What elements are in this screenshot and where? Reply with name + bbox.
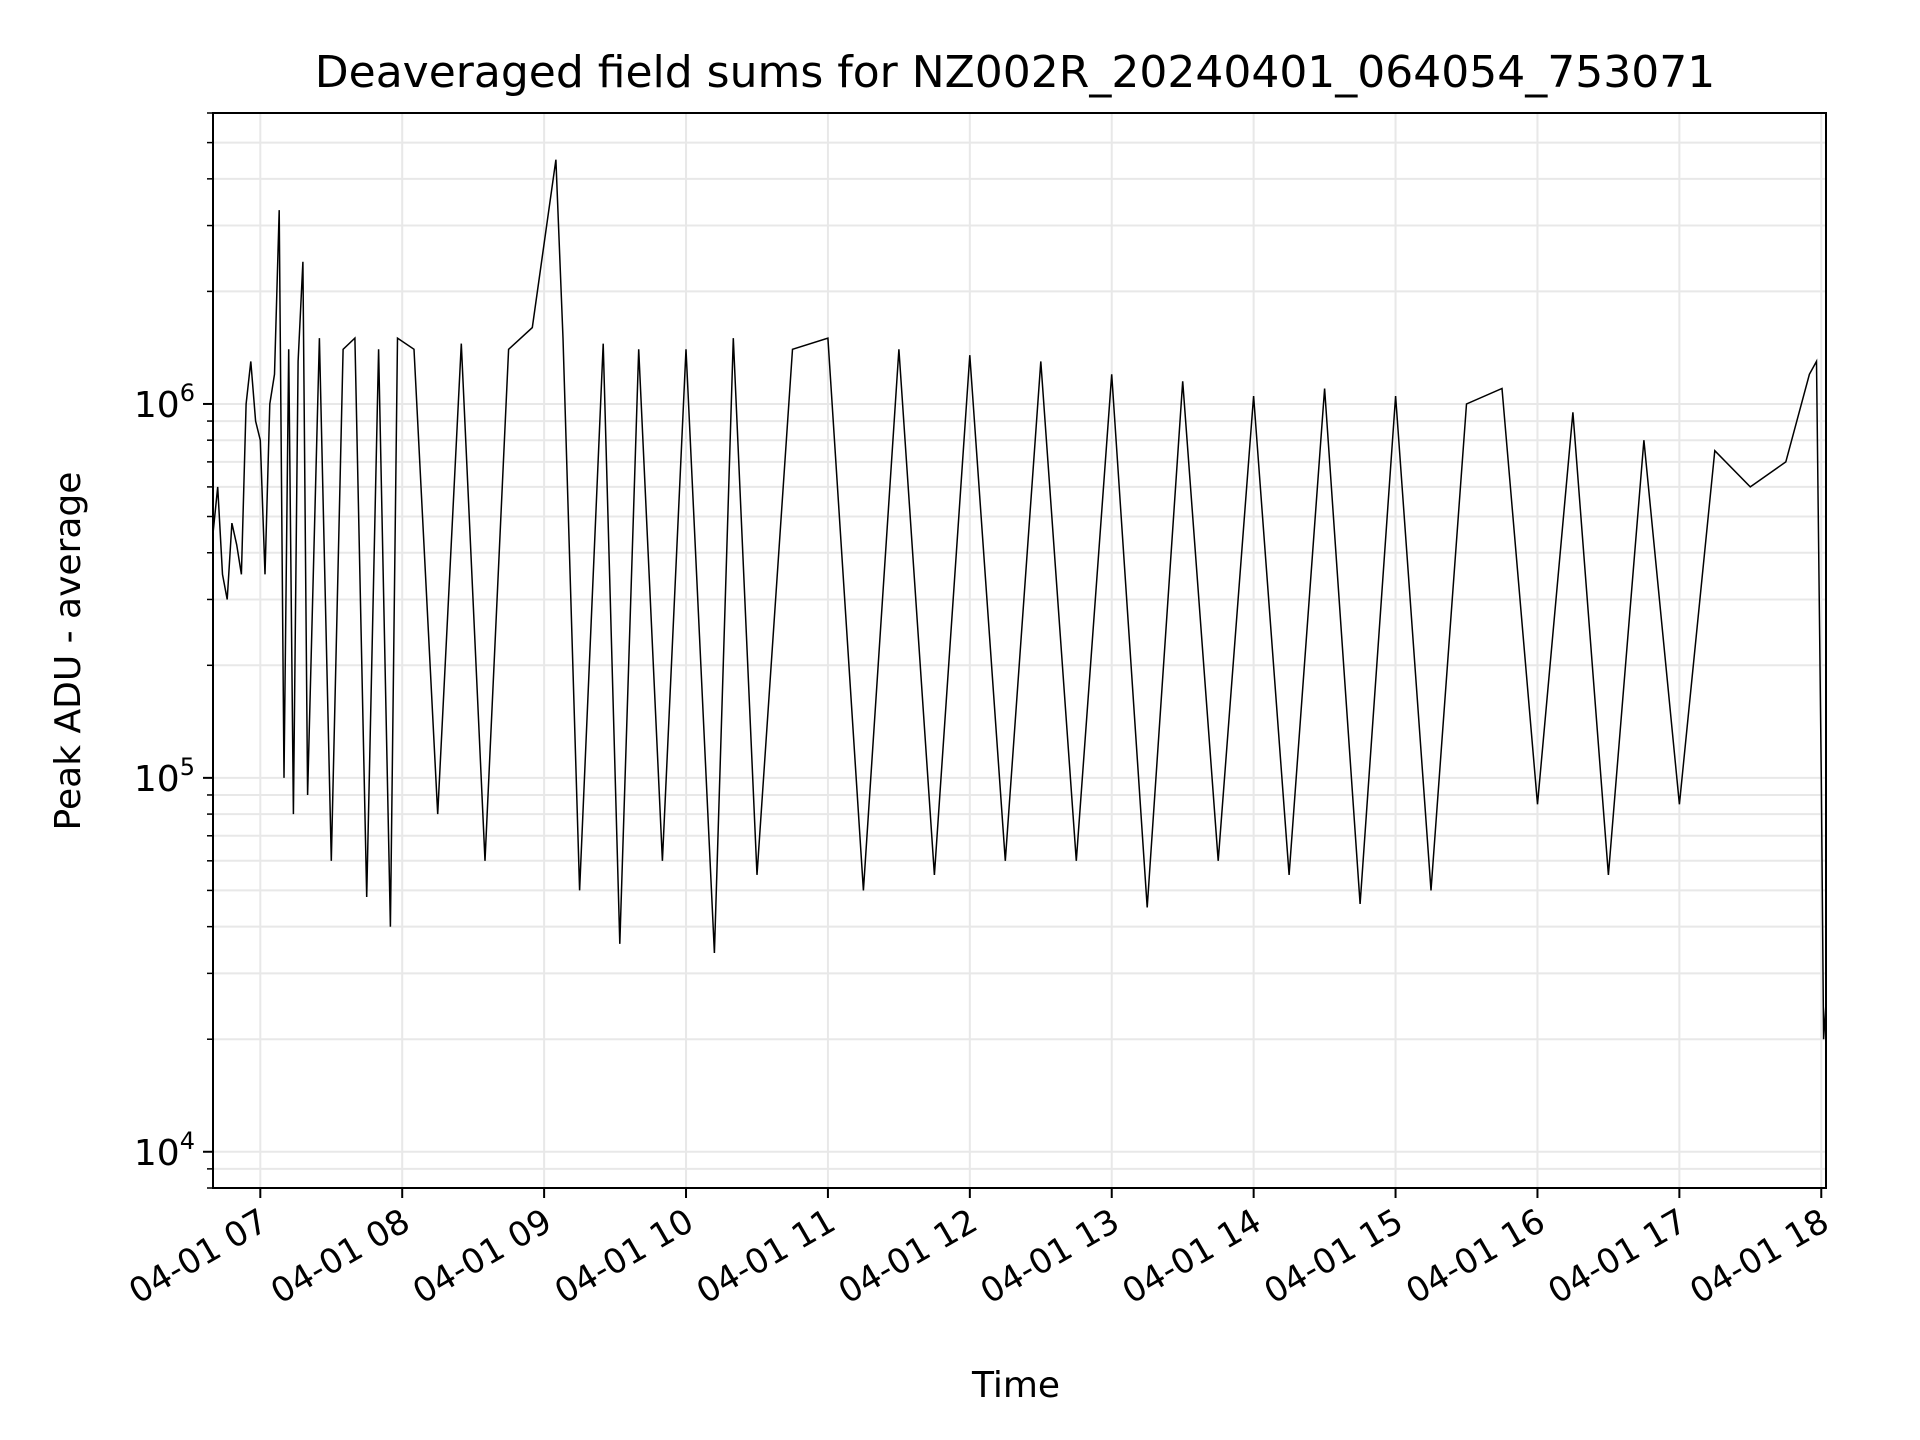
plot-area: [212, 159, 1827, 1040]
y-tick-label: 105: [134, 753, 195, 800]
series-line: [212, 159, 1827, 1040]
y-axis-ticks: 104 105 106: [134, 112, 213, 1189]
y-axis-label: Peak ADU - average: [48, 472, 89, 831]
chart-title: Deaveraged field sums for NZ002R_2024040…: [315, 47, 1715, 98]
y-tick-label: 106: [134, 379, 195, 426]
axes-frame: [212, 112, 1827, 1189]
x-axis-label: Time: [971, 1365, 1060, 1406]
y-tick-label: 104: [134, 1127, 195, 1174]
